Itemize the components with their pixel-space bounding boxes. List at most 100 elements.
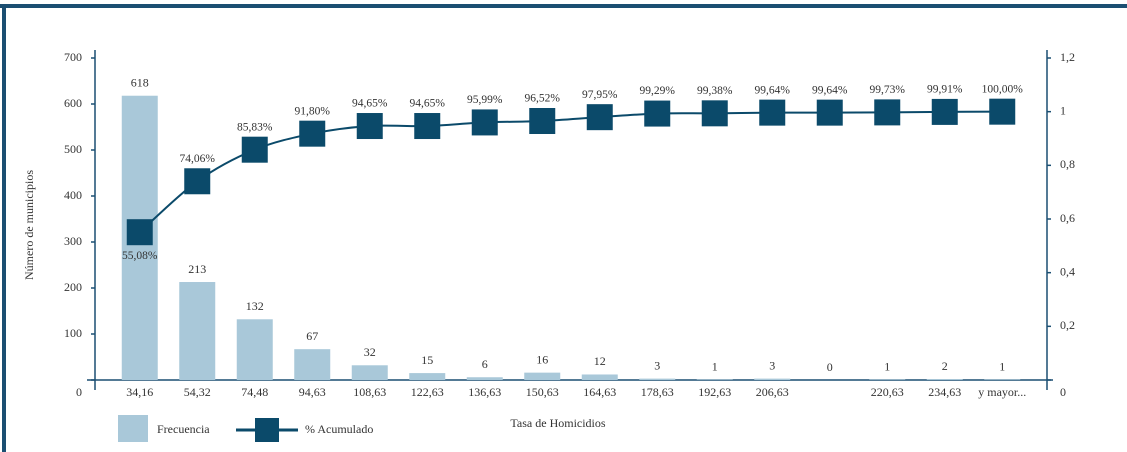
cumulative-marker <box>874 99 901 126</box>
y-axis-title: Número de municipios <box>22 170 36 280</box>
bar-label: 1 <box>884 359 890 373</box>
bar-label: 618 <box>131 75 149 89</box>
cumulative-marker <box>759 99 786 126</box>
y-tick-label: 700 <box>64 50 82 64</box>
cumulative-label: 99,38% <box>697 85 733 97</box>
cumulative-label: 99,91% <box>927 84 963 96</box>
cumulative-marker <box>586 104 613 131</box>
y-tick-label: 600 <box>64 96 82 110</box>
cumulative-label: 97,95% <box>582 89 618 101</box>
x-tick-label: 206,63 <box>756 385 789 399</box>
legend-label: Frecuencia <box>157 422 210 436</box>
cumulative-marker <box>126 219 153 246</box>
bar-label: 1 <box>999 359 1005 373</box>
cumulative-marker <box>931 98 958 125</box>
bar <box>524 372 561 380</box>
bar-label: 3 <box>654 358 660 372</box>
x-axis-title: Tasa de Homicidios <box>510 416 605 430</box>
y-tick-label: 500 <box>64 142 82 156</box>
bar <box>926 379 963 380</box>
cumulative-label: 99,64% <box>812 84 848 96</box>
bar-label: 12 <box>594 354 606 368</box>
cumulative-marker <box>529 108 556 135</box>
bar <box>409 373 446 380</box>
y-tick-label: 300 <box>64 234 82 248</box>
cumulative-marker <box>701 100 728 127</box>
x-tick-label: 136,63 <box>468 385 501 399</box>
cumulative-label: 96,52% <box>525 93 561 105</box>
bar-label: 16 <box>536 352 548 366</box>
y2-tick-label: 0,4 <box>1060 264 1075 278</box>
cumulative-marker <box>816 99 843 126</box>
cumulative-label: 74,06% <box>180 153 216 165</box>
bar-label: 67 <box>306 329 318 343</box>
y-tick-label: 100 <box>64 326 82 340</box>
x-tick-label: 108,63 <box>353 385 386 399</box>
y2-tick-label: 0,2 <box>1060 318 1075 332</box>
bar <box>466 377 503 380</box>
cumulative-label: 100,00% <box>982 83 1024 95</box>
bar-label: 15 <box>421 353 433 367</box>
y2-tick-label: 0 <box>1060 385 1066 399</box>
cumulative-label: 91,80% <box>295 105 331 117</box>
cumulative-marker <box>241 136 268 163</box>
x-tick-label: 150,63 <box>526 385 559 399</box>
x-tick-label: 234,63 <box>928 385 961 399</box>
legend-label: % Acumulado <box>305 422 373 436</box>
y2-tick-label: 1,2 <box>1060 50 1075 64</box>
cumulative-marker <box>299 120 326 147</box>
y2-tick-label: 1 <box>1060 103 1066 117</box>
x-tick-label: 94,63 <box>299 385 326 399</box>
cumulative-label: 94,65% <box>352 98 388 110</box>
bar-label: 0 <box>827 360 833 374</box>
cumulative-label: 95,99% <box>467 94 503 106</box>
bar-label: 132 <box>246 299 264 313</box>
bar <box>639 378 676 380</box>
y2-tick-label: 0,8 <box>1060 157 1075 171</box>
cumulative-label: 99,29% <box>640 85 676 97</box>
bar <box>581 374 618 380</box>
bar <box>236 319 273 380</box>
x-tick-label: 34,16 <box>126 385 153 399</box>
x-tick-label: 178,63 <box>641 385 674 399</box>
y-tick-label: 0 <box>76 385 82 399</box>
x-tick-label: 54,32 <box>184 385 211 399</box>
bar <box>294 349 331 380</box>
border-top <box>0 4 1127 8</box>
cumulative-marker <box>644 100 671 127</box>
x-tick-label: y mayor... <box>978 385 1026 399</box>
y-tick-label: 400 <box>64 188 82 202</box>
cumulative-label: 94,65% <box>410 98 446 110</box>
bar-label: 3 <box>769 358 775 372</box>
bar-label: 2 <box>942 359 948 373</box>
x-tick-label: 74,48 <box>241 385 268 399</box>
cumulative-label: 85,83% <box>237 121 273 133</box>
cumulative-marker <box>414 113 441 140</box>
bar-label: 1 <box>712 359 718 373</box>
bar-label: 32 <box>364 345 376 359</box>
x-tick-label: 164,63 <box>583 385 616 399</box>
y-tick-label: 200 <box>64 280 82 294</box>
y2-tick-label: 0,6 <box>1060 211 1075 225</box>
bar <box>179 282 216 380</box>
bar-label: 213 <box>188 262 206 276</box>
x-tick-label: 220,63 <box>871 385 904 399</box>
cumulative-line <box>139 110 1003 233</box>
bar-label: 6 <box>482 357 488 371</box>
bar <box>754 378 791 380</box>
cumulative-label: 99,73% <box>870 84 906 96</box>
cumulative-marker <box>989 98 1016 125</box>
border-left <box>2 4 6 452</box>
cumulative-marker <box>471 109 498 136</box>
cumulative-marker <box>184 168 211 195</box>
cumulative-label: 99,64% <box>755 84 791 96</box>
cumulative-label: 55,08% <box>122 250 158 262</box>
legend-marker <box>255 418 279 442</box>
bar <box>351 365 388 380</box>
x-tick-label: 122,63 <box>411 385 444 399</box>
legend-swatch <box>118 415 148 442</box>
cumulative-marker <box>356 113 383 140</box>
x-tick-label: 192,63 <box>698 385 731 399</box>
